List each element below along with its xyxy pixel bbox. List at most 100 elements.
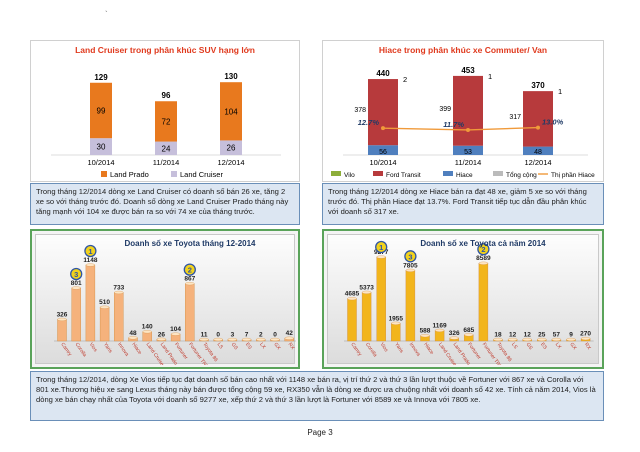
sales-bar — [478, 263, 489, 342]
sales-bar — [57, 319, 67, 342]
sales-bar-cap — [199, 337, 209, 342]
land-prado-bar — [220, 82, 242, 141]
sales-bar — [391, 323, 401, 342]
sales-bar-cap — [142, 330, 152, 334]
hiace-share-point — [381, 126, 385, 131]
legend-swatch — [443, 171, 453, 176]
sales-value: 7 — [245, 332, 249, 339]
ford-transit-value: 399 — [439, 106, 451, 113]
land-cruiser-bar — [155, 141, 177, 155]
sales-bar — [114, 292, 124, 342]
sales-bar-cap — [391, 321, 401, 325]
sales-bar-cap — [493, 337, 503, 342]
rank-badge-label: 3 — [408, 252, 412, 261]
legend-swatch — [331, 171, 341, 176]
hiace-value: 56 — [379, 149, 387, 156]
total-value: 440 — [376, 69, 390, 78]
sales-bar-cap — [241, 337, 252, 342]
sales-bar-cap — [71, 286, 81, 290]
sales-value: 801 — [71, 280, 82, 287]
x-tick-label: GX — [272, 342, 281, 352]
sales-bar-cap — [99, 305, 110, 309]
hiace-share-label: 12.7% — [358, 118, 380, 127]
x-tick-label: Innova — [116, 342, 130, 358]
yearly-sales-panel: 4685Camry5373Corolla9277Vios1955Yaris780… — [322, 229, 604, 369]
legend-label-share: Thị phần Hiace — [551, 170, 595, 179]
sales-bar-cap — [270, 337, 280, 342]
sales-value: 0 — [273, 332, 277, 339]
land-prado-value: 104 — [224, 107, 238, 116]
sales-bar — [99, 307, 110, 342]
land-prado-value: 72 — [162, 117, 171, 126]
sales-value: 4685 — [345, 291, 360, 298]
x-tick-label: Innova — [408, 342, 422, 358]
sales-value: 11 — [201, 332, 208, 339]
sales-bar-cap — [405, 268, 416, 272]
hiace-share-point — [536, 125, 540, 130]
rank-badge — [84, 244, 97, 258]
hiace-note: Trong tháng 12/2014 dòng xe Hiace bán ra… — [322, 183, 604, 225]
rank-badge — [477, 243, 490, 256]
sales-bar-cap — [566, 337, 576, 342]
sales-bar-cap — [57, 317, 67, 321]
total-value: 370 — [531, 81, 545, 90]
land-cruiser-chart: 30 99 129 10/2014 24 72 96 11/2014 26 104 130 12/20… — [51, 72, 281, 179]
sales-bar — [71, 287, 81, 342]
land-cruiser-bar — [220, 140, 242, 155]
sales-bar-cap — [580, 337, 591, 341]
side-value: 2 — [403, 75, 407, 84]
sales-value: 867 — [184, 276, 195, 283]
sales-value: 12 — [509, 332, 517, 339]
sales-value: 326 — [449, 330, 460, 337]
legend-swatch-land-prado — [101, 171, 107, 177]
ford-transit-value: 378 — [354, 107, 366, 114]
sales-value: 685 — [463, 327, 474, 334]
page-footer: Page 3 — [307, 428, 333, 437]
monthly-sales-inner: 326 Camry 801 Corolla 1148 Vios 510 Yaris 733 Inn… — [35, 234, 296, 365]
x-tick-label: 11/2014 — [153, 158, 180, 167]
yearly-sales-chart: 4685Camry5373Corolla9277Vios1955Yaris780… — [344, 240, 594, 365]
sales-bar-cap — [256, 337, 266, 342]
land-prado-bar — [90, 82, 112, 139]
x-tick-label: Yaris — [393, 342, 405, 355]
sales-value: 48 — [129, 330, 137, 337]
x-tick-label: RX — [287, 342, 296, 352]
sales-value: 3 — [231, 332, 235, 339]
sales-bar — [185, 283, 195, 342]
sales-bar-cap — [551, 337, 562, 342]
sales-value: 25 — [538, 332, 546, 339]
sales-bar-cap — [227, 337, 238, 342]
x-tick-label: GS — [525, 342, 534, 352]
sales-value: 0 — [216, 332, 220, 339]
x-tick-label: LX — [258, 342, 267, 351]
sales-value: 57 — [553, 332, 561, 339]
x-tick-label: 12/2014 — [217, 158, 244, 167]
x-tick-label: 11/2014 — [455, 158, 482, 167]
legend-swatch-land-cruiser — [171, 171, 177, 177]
legend-swatch — [493, 171, 503, 176]
sales-bar-cap — [537, 337, 547, 342]
sales-value: 18 — [494, 332, 502, 339]
monthly-sales-panel: 326 Camry 801 Corolla 1148 Vios 510 Yaris 733 Inn… — [30, 229, 300, 369]
total-value: 96 — [162, 91, 171, 100]
total-value: 129 — [94, 73, 108, 82]
sales-bar-cap — [213, 337, 223, 342]
sales-value: 510 — [99, 299, 110, 306]
x-tick-label: ES — [539, 342, 548, 351]
land-cruiser-chart-title: Land Cruiser trong phân khúc SUV hạng lớ… — [75, 45, 255, 55]
sales-value: 12 — [524, 332, 532, 339]
sales-bar-cap — [170, 332, 181, 336]
sales-bar — [434, 330, 445, 342]
sales-bar — [85, 264, 96, 342]
side-value: 1 — [558, 87, 562, 96]
top-mark: ` — [105, 10, 108, 19]
x-tick-label: LX — [554, 342, 563, 351]
x-tick-label: Vios — [379, 342, 390, 354]
land-cruiser-value: 24 — [162, 144, 171, 153]
hiace-chart-title: Hiace trong phân khúc xe Commuter/ Van — [378, 45, 548, 55]
sales-bar-cap — [507, 337, 518, 342]
land-cruiser-value: 30 — [97, 143, 106, 152]
x-tick-label: LS — [216, 342, 225, 351]
sales-bar — [361, 292, 372, 342]
rank-badge-label: 3 — [74, 270, 78, 279]
